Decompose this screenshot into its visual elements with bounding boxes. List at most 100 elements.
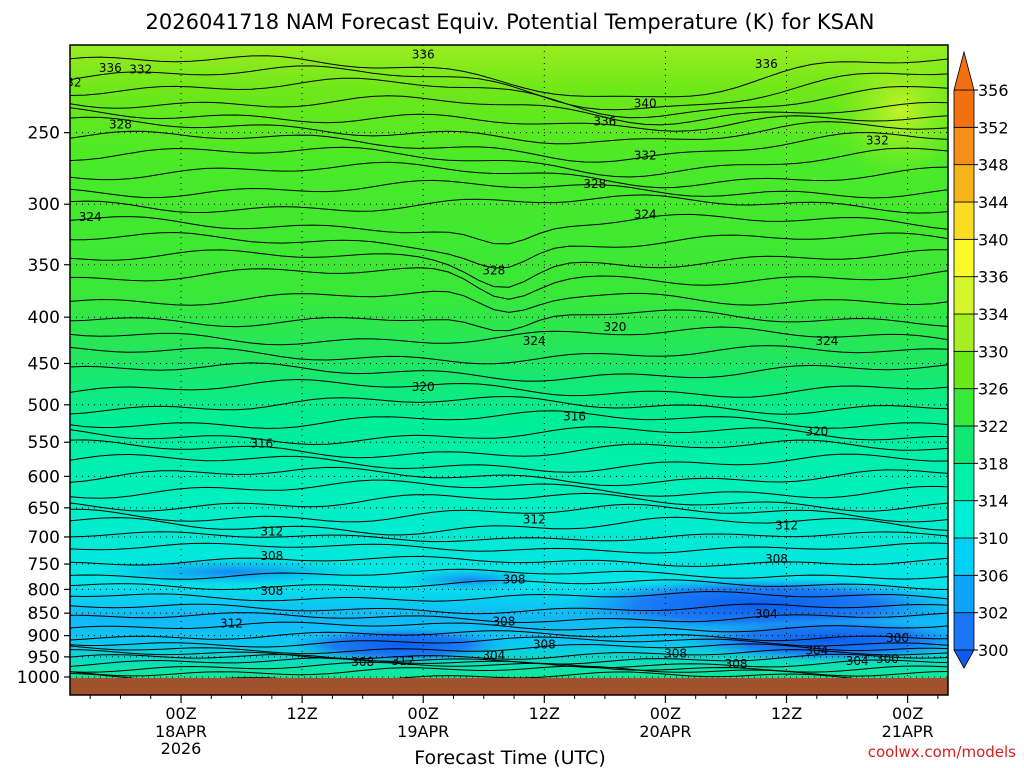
x-tick-label: 00Z — [892, 704, 923, 723]
contour-line — [70, 231, 948, 269]
contour-line — [70, 326, 948, 346]
y-tick-label: 800 — [28, 580, 60, 600]
terrain-ground — [70, 678, 948, 695]
contour-label: 320 — [604, 320, 627, 334]
contour-label: 308 — [765, 552, 788, 566]
contour-line — [70, 362, 948, 382]
contour-line — [70, 590, 948, 602]
contour-label: 336 — [412, 48, 435, 62]
contour-label: 340 — [634, 96, 657, 110]
contour-lines — [70, 55, 948, 683]
colorbar-label: 322 — [978, 417, 1009, 436]
yellow-green-patch-right — [830, 45, 948, 180]
x-tick-sublabel: 19APR — [397, 722, 449, 741]
colorbar-high-arrow — [953, 50, 975, 91]
contour-line — [70, 636, 948, 648]
contour-label: 320 — [805, 424, 828, 438]
contour-label: 308 — [725, 657, 748, 671]
x-tick-sublabel: 21APR — [882, 722, 934, 741]
contour-line — [70, 453, 948, 473]
colorbar-label: 326 — [978, 380, 1009, 399]
contour-label: 300 — [886, 631, 909, 645]
credit-text: coolwx.com/models — [868, 743, 1016, 761]
contour-line — [70, 161, 948, 189]
colorbar-swatch — [953, 238, 975, 278]
colorbar-label: 310 — [978, 529, 1009, 548]
contour-label: 332 — [866, 133, 889, 147]
x-tick-sublabel: 2026 — [161, 739, 202, 758]
y-tick-label: 950 — [28, 648, 60, 668]
colorbar-label: 356 — [978, 81, 1009, 100]
colorbar-swatch — [953, 388, 975, 427]
contour-line — [70, 179, 948, 199]
contour-label: 304 — [846, 654, 869, 668]
contour-line — [70, 267, 948, 300]
colorbar-label: 300 — [978, 641, 1009, 660]
warm-core — [395, 45, 815, 155]
contour-line — [70, 395, 948, 415]
contour-label: 312 — [220, 617, 243, 631]
colorbar-label: 306 — [978, 566, 1009, 585]
x-tick-label: 12Z — [529, 704, 560, 723]
colorbar-swatch — [953, 89, 975, 128]
contour-line — [70, 130, 948, 163]
colorbar-swatch — [953, 164, 975, 203]
contour-line — [70, 621, 948, 633]
colorbar-label: 336 — [978, 268, 1009, 287]
contour-label: 304 — [805, 644, 828, 658]
contour-labels: 336 332 336 332 336 340 336 332 332 328 328 324 324 3… — [70, 48, 909, 671]
contour-label: 312 — [392, 654, 415, 668]
contour-label: 336 — [755, 57, 778, 71]
colorbar-label: 334 — [978, 305, 1009, 324]
y-tick-label: 650 — [28, 499, 60, 519]
x-tick-label: 12Z — [771, 704, 802, 723]
y-tick-label: 700 — [28, 528, 60, 548]
contour-line — [70, 516, 948, 536]
contour-line — [70, 146, 948, 178]
colorbar-swatch — [953, 500, 975, 539]
colorbar-swatch — [953, 126, 975, 166]
contour-line — [70, 426, 948, 446]
contour-line — [70, 410, 948, 429]
y-tick-label: 600 — [28, 467, 60, 487]
colorbar-swatch — [953, 537, 975, 576]
colorbar-label: 344 — [978, 193, 1009, 212]
contour-label: 304 — [755, 607, 778, 621]
contour-label: 308 — [533, 637, 556, 651]
chart-title: 2026041718 NAM Forecast Equiv. Potential… — [146, 10, 875, 34]
cool-pool-mid — [400, 568, 540, 592]
x-tick-sublabel: 20APR — [639, 722, 691, 741]
colorbar-label: 318 — [978, 454, 1009, 473]
contour-label: 332 — [634, 149, 657, 163]
contour-line — [70, 531, 948, 543]
plot-area: 336 332 336 332 336 340 336 332 332 328 328 324 324 3… — [70, 45, 948, 695]
contour-line — [70, 116, 948, 145]
colorbar-label: 330 — [978, 342, 1009, 361]
x-tick-label: 00Z — [165, 704, 196, 723]
cool-pool-left — [95, 558, 365, 586]
contour-line — [70, 503, 948, 523]
contour-line — [70, 95, 948, 126]
contour-label: 308 — [260, 549, 283, 563]
colorbar-label: 348 — [978, 156, 1009, 175]
y-tick-label: 400 — [28, 308, 60, 328]
contour-line — [70, 612, 948, 624]
contour-line — [70, 630, 948, 642]
plot-frame — [69, 44, 949, 696]
contour-line — [70, 345, 948, 365]
y-tick-label: 300 — [28, 195, 60, 215]
colorbar-swatch — [953, 350, 975, 390]
y-axis: 250 300 350 400 450 500 550 600 650 700 750 800 850 9… — [17, 124, 70, 688]
colorbar-swatch — [953, 612, 975, 651]
contour-label: 308 — [664, 647, 687, 661]
y-tick-label: 1000 — [17, 668, 60, 688]
contour-line — [70, 213, 948, 245]
y-tick-label: 550 — [28, 433, 60, 453]
contour-label: 312 — [523, 513, 546, 527]
contour-line — [70, 107, 948, 132]
contour-label: 324 — [634, 208, 657, 222]
contour-label: 320 — [412, 380, 435, 394]
contour-label: 316 — [563, 409, 586, 423]
contour-label: 308 — [351, 655, 374, 669]
